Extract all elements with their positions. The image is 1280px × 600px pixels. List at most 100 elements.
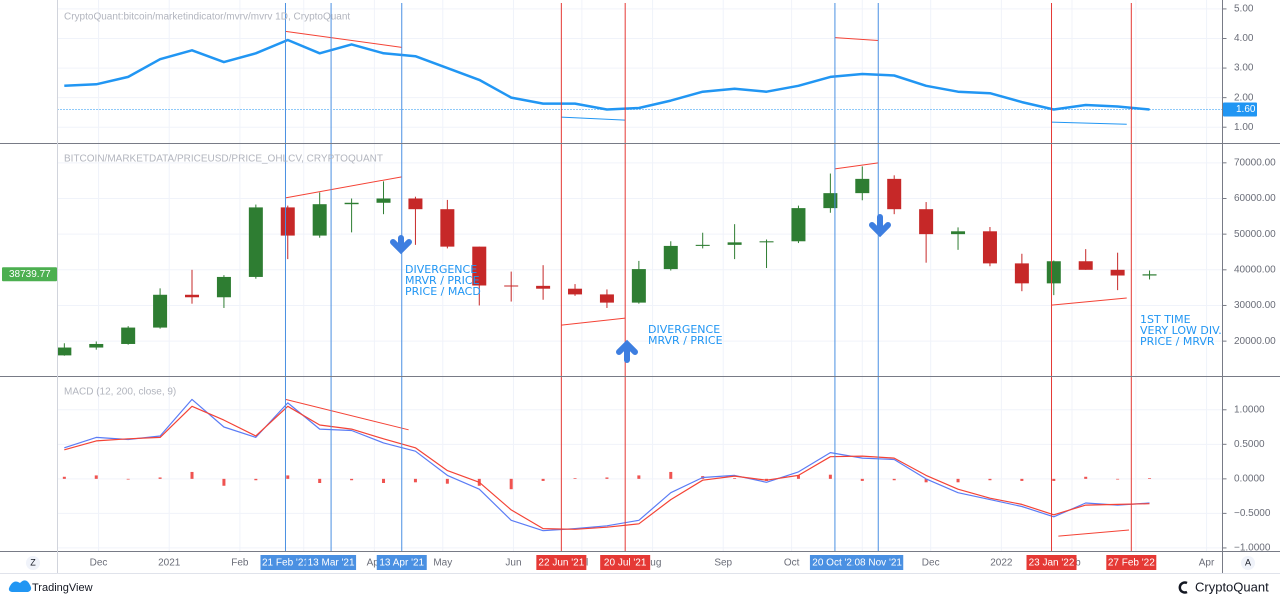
scale-button[interactable]	[26, 556, 40, 570]
candle-body	[344, 202, 359, 205]
marker-box	[809, 555, 860, 570]
scale-button-label[interactable]: A	[1245, 557, 1251, 567]
histogram-bar	[254, 478, 258, 481]
scale-button[interactable]	[1241, 556, 1255, 570]
candle-body	[855, 178, 870, 194]
footer-right: CryptoQuant	[1195, 579, 1269, 594]
candle-body	[89, 343, 104, 348]
arrow-down	[390, 235, 412, 255]
y-tick-label: 1.0000	[1234, 404, 1265, 415]
candle-body	[568, 288, 583, 295]
marker-label: 23 Jan '22	[1029, 558, 1075, 569]
marker-label: 20 Oct '21	[812, 558, 858, 569]
histogram-bar	[318, 478, 322, 483]
trendline	[1051, 121, 1127, 125]
candle-body	[440, 209, 455, 247]
arrow-down	[869, 214, 891, 238]
arrow-up	[616, 339, 638, 363]
y-tick-label: 60000.00	[1234, 193, 1276, 204]
candle-body	[312, 204, 327, 236]
series-line	[64, 405, 1150, 530]
candle-body	[695, 244, 710, 246]
scale-button-label[interactable]: Z	[30, 557, 36, 567]
histogram-bar	[62, 476, 66, 479]
y-tick-label: 70000.00	[1234, 157, 1276, 168]
trendline	[285, 30, 402, 48]
candle-body	[57, 347, 72, 356]
candle-body	[982, 231, 997, 264]
trendline	[285, 398, 409, 431]
y-tick-label: 0.5000	[1234, 439, 1265, 450]
histogram-bar	[286, 475, 290, 479]
histogram-bar	[382, 478, 386, 483]
histogram-bar	[828, 474, 832, 479]
cryptoquant-logo	[1178, 581, 1188, 594]
tradingview-logo	[8, 580, 32, 592]
last-value-box	[2, 267, 57, 282]
histogram-bar	[605, 477, 609, 479]
histogram-bar	[1148, 478, 1152, 479]
candle-body	[1110, 269, 1125, 276]
footer-left: TradingView	[32, 582, 93, 594]
candle-body	[153, 294, 168, 328]
histogram-bar	[509, 478, 513, 490]
marker-label: 21 Feb '21	[262, 558, 309, 569]
last-value-label: 38739.77	[9, 269, 51, 280]
y-tick-label: 30000.00	[1234, 300, 1276, 311]
marker-box	[1106, 555, 1157, 570]
x-tick-label: Sep	[714, 558, 732, 569]
annotation: DIVERGENCE	[405, 263, 477, 276]
annotation: PRICE / MACD	[405, 285, 481, 298]
trendline	[561, 116, 626, 121]
y-tick-label: −0.5000	[1234, 508, 1271, 519]
candle-body	[280, 207, 295, 236]
marker-box	[853, 555, 904, 570]
x-tick-label: Aug	[644, 558, 662, 569]
trendline	[285, 176, 402, 199]
x-tick-label: May	[433, 558, 452, 569]
histogram-bar	[860, 478, 864, 481]
histogram-bar	[733, 478, 737, 479]
candle-body	[376, 198, 391, 203]
histogram-bar	[541, 478, 545, 481]
histogram-bar	[892, 478, 896, 481]
histogram-bar	[158, 477, 162, 479]
candle-body	[121, 327, 136, 344]
marker-box	[1026, 555, 1077, 570]
pane-title: MACD (12, 200, close, 9)	[64, 387, 176, 398]
marker-label: 08 Nov '21	[854, 558, 902, 569]
marker-box	[536, 555, 587, 570]
histogram-bar	[956, 478, 960, 483]
x-tick-label: Oct	[784, 558, 800, 569]
candle-body	[599, 294, 614, 303]
histogram-bar	[573, 478, 577, 479]
histogram-bar	[350, 478, 354, 481]
candle-body	[823, 193, 838, 209]
marker-label: 13 Apr '21	[379, 558, 424, 569]
candle-body	[248, 207, 263, 277]
x-tick-label: Dec	[922, 558, 940, 569]
marker-label: 27 Feb '22	[1108, 558, 1155, 569]
y-tick-label: 50000.00	[1234, 229, 1276, 240]
annotation: 1ST TIME	[1140, 313, 1191, 326]
annotation: VERY LOW DIV.	[1140, 324, 1222, 337]
candle-body	[1014, 263, 1029, 284]
x-tick-label: 2022	[990, 558, 1013, 569]
trendline	[561, 317, 626, 326]
x-tick-label: Jun	[505, 558, 521, 569]
trendline	[834, 37, 879, 42]
annotation: PRICE / MRVR	[1140, 335, 1215, 348]
series-line	[64, 398, 1150, 532]
last-value-label: 1.60	[1236, 104, 1256, 115]
pane-title: CryptoQuant:bitcoin/marketindicator/mvrv…	[64, 12, 350, 23]
histogram-bar	[988, 478, 992, 481]
candle-body	[504, 285, 519, 287]
marker-box	[306, 555, 357, 570]
y-tick-label: 1.00	[1234, 122, 1254, 133]
candle-body	[408, 198, 423, 210]
y-tick-label: 0.0000	[1234, 473, 1265, 484]
annotation: MRVR / PRICE	[648, 334, 723, 347]
candle-body	[887, 178, 902, 210]
